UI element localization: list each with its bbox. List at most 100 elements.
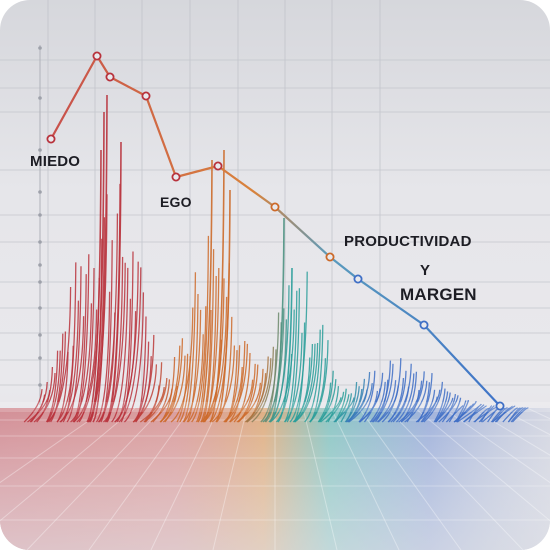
spike-mark <box>478 405 495 423</box>
floor-grid-line <box>470 407 550 456</box>
spike-mark <box>292 344 314 423</box>
spike-mark <box>511 407 529 423</box>
productivity-label: PRODUCTIVIDAD <box>344 233 472 250</box>
floor-grid-line <box>498 407 550 436</box>
spike-mark <box>92 94 108 423</box>
spike-mark <box>186 293 199 423</box>
spike-mark <box>23 389 43 423</box>
spike-mark <box>423 381 444 423</box>
spike-mark <box>333 397 355 423</box>
spike-mark <box>277 267 293 423</box>
spike-mark <box>371 360 392 423</box>
spike-mark <box>70 303 93 423</box>
floor-grid-line <box>302 407 338 550</box>
floor-grid-line <box>442 407 550 484</box>
spike-mark <box>201 249 215 423</box>
axis-tick <box>38 190 42 194</box>
spike-mark <box>387 370 407 423</box>
spike-mark <box>348 383 373 423</box>
axis-tick <box>38 148 42 152</box>
spike-mark <box>395 373 415 423</box>
spike-mark <box>344 386 360 423</box>
floor-grid-line <box>150 407 220 550</box>
spike-mark <box>317 382 332 423</box>
spike-mark <box>103 262 126 423</box>
spike-mark <box>200 310 212 423</box>
trend-line <box>46 51 505 411</box>
floor-highlight <box>0 402 550 412</box>
spike-mark <box>491 405 516 423</box>
spike-mark <box>97 213 119 423</box>
axis-tick <box>38 306 42 310</box>
spike-mark <box>66 266 82 423</box>
floor-grid-line <box>358 407 462 550</box>
axis-tick <box>38 240 42 244</box>
spike-mark <box>494 405 513 423</box>
floor-grid-line <box>386 407 524 550</box>
spike-mark <box>320 397 342 423</box>
axis-tick <box>38 356 42 360</box>
spike-mark <box>421 396 438 423</box>
spike-mark <box>433 388 446 423</box>
spike-mark <box>463 405 487 423</box>
trend-point <box>141 91 151 101</box>
spike-mark <box>33 373 56 423</box>
floor-grid-line <box>330 407 400 550</box>
spike-mark <box>269 309 295 423</box>
axis-tick <box>38 383 42 387</box>
axis-tick <box>38 96 42 100</box>
spike-mark <box>372 363 394 423</box>
spike-mark <box>224 343 249 423</box>
floor-grid-line <box>26 407 164 550</box>
spike-mark <box>294 342 319 423</box>
spike-mark <box>480 405 493 423</box>
spike-mark <box>435 397 454 423</box>
trend-point <box>495 401 505 411</box>
floor-grid-line <box>0 407 136 522</box>
trend-point <box>419 320 429 330</box>
floor-fade <box>0 408 550 550</box>
floor-grid-line <box>212 407 248 550</box>
trend-point <box>353 274 363 284</box>
spike-mark <box>106 141 122 423</box>
spike-mark <box>204 275 217 423</box>
spike-mark <box>284 332 303 423</box>
spike-mark <box>139 386 165 423</box>
spike-mark <box>441 394 457 423</box>
spike-mark <box>144 377 168 423</box>
fear-label: MIEDO <box>30 153 81 170</box>
spike-mark <box>293 322 306 423</box>
spike-mark <box>162 355 186 423</box>
spike-mark <box>45 350 59 423</box>
spike-mark <box>269 217 285 423</box>
trend-point <box>105 72 115 82</box>
background-grid <box>0 0 550 410</box>
axis-tick <box>38 333 42 337</box>
spike-mark <box>289 271 308 423</box>
spike-mark <box>358 370 376 423</box>
spike-mark <box>29 381 48 423</box>
spike-mark <box>510 407 527 423</box>
spike-mark <box>390 363 412 423</box>
spike-mark <box>340 393 353 423</box>
spike-mark <box>325 391 345 423</box>
spike-mark <box>89 111 105 423</box>
spike-mark <box>215 189 231 423</box>
spike-mark <box>229 341 246 423</box>
spike-mark <box>191 306 207 423</box>
spike-mark <box>236 382 262 423</box>
spike-mark <box>457 403 482 423</box>
floor-grid-line <box>88 407 192 550</box>
spike-mark <box>86 149 102 423</box>
spike-mark <box>502 407 519 423</box>
spike-mark <box>251 346 275 423</box>
axis-tick <box>38 213 42 217</box>
axis-tick <box>38 46 42 50</box>
spike-mark <box>216 316 233 423</box>
spike-mark <box>246 358 272 423</box>
spike-mark <box>46 287 72 423</box>
spike-mark <box>445 405 464 423</box>
axis-tick <box>38 263 42 267</box>
